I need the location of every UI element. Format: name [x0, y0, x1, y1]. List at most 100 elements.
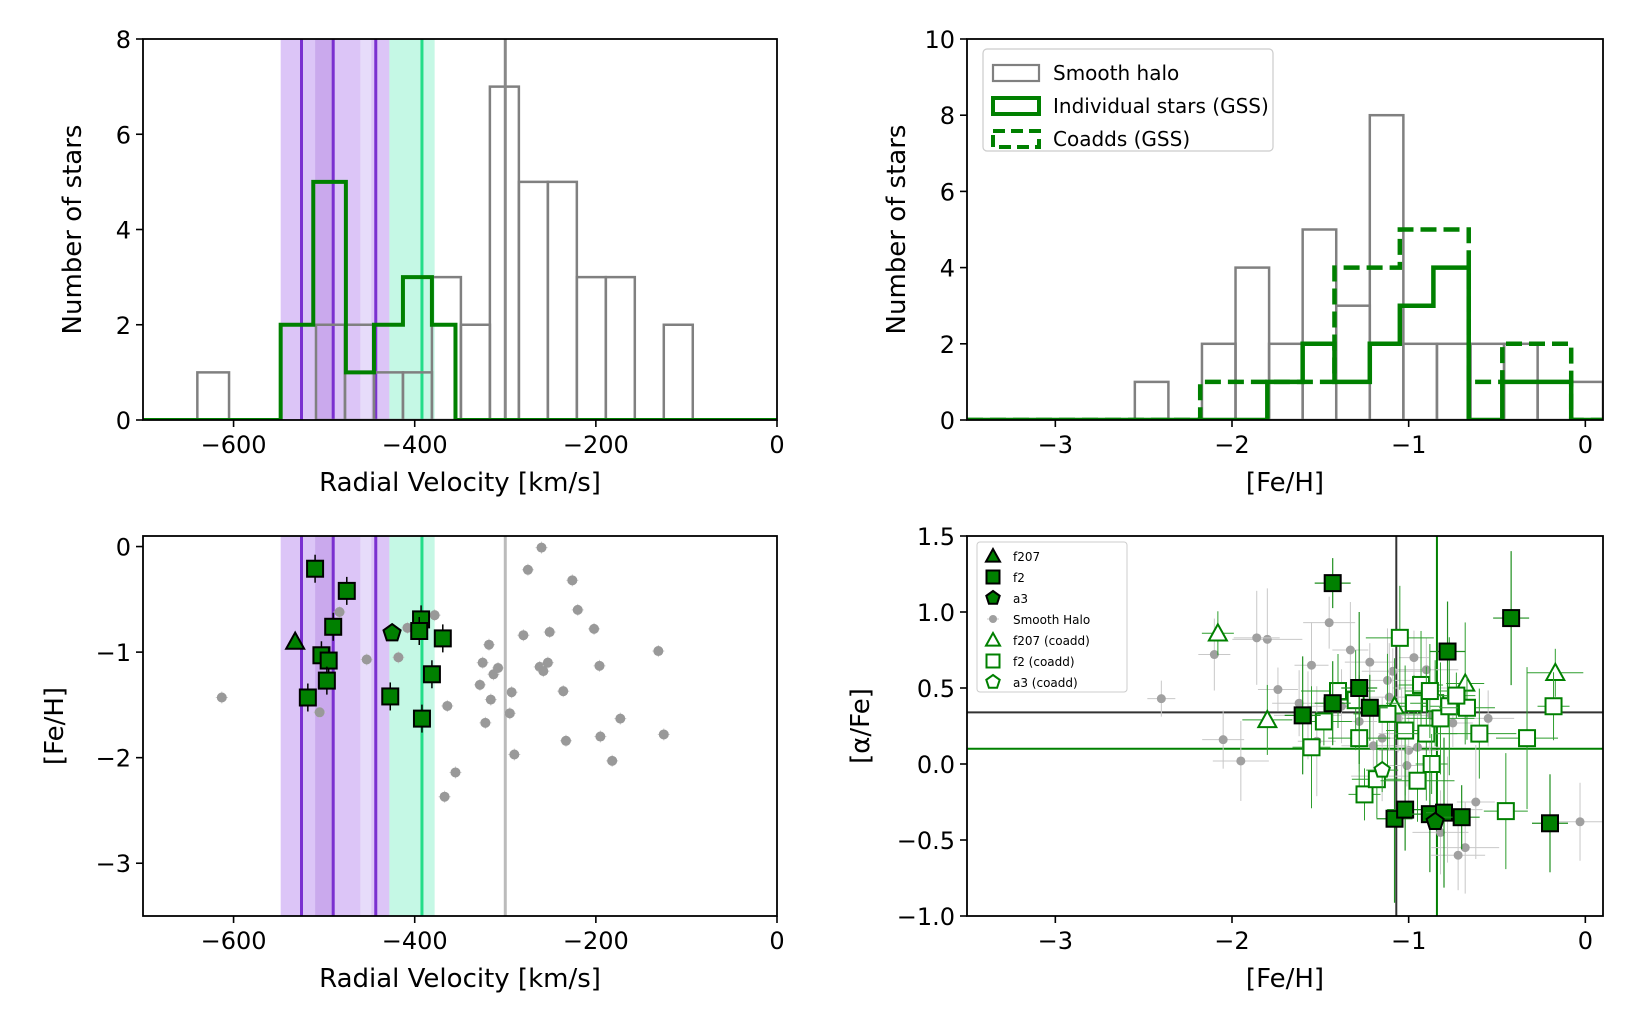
alpha-halo-point	[1209, 650, 1219, 660]
alpha-f2-point	[1323, 694, 1342, 713]
feh-hist-ytick-label: 0	[940, 407, 955, 435]
feh-hist-xtick-label: 0	[1578, 431, 1593, 459]
feh-hist-ytick-label: 8	[940, 102, 955, 130]
feh-hist-legend-box	[982, 48, 1274, 152]
alpha-halo-point	[1435, 827, 1445, 837]
alpha-f2-coadd-point	[1408, 771, 1427, 790]
rv-feh-ytick-label: 0	[116, 534, 131, 562]
rv-feh-halo-point	[522, 564, 533, 575]
rv-feh-halo-point	[560, 735, 571, 746]
alpha-f207-coadd-point	[1256, 708, 1279, 729]
rv-feh-halo-point	[653, 646, 664, 657]
alpha-halo-point	[1218, 735, 1228, 745]
alpha-ytick-label: −1.0	[897, 903, 955, 931]
feh-hist-legend-label: Coadds (GSS)	[1053, 127, 1190, 151]
rv-feh-gss-square	[306, 559, 325, 578]
alpha-halo-point	[1345, 645, 1355, 655]
feh-hist-ytick-label: 6	[940, 178, 955, 206]
rv-hist-halo-bar	[517, 180, 550, 420]
alpha-a3-coadd-point	[1373, 760, 1391, 778]
alpha-f2-point	[1438, 642, 1457, 661]
alpha-ylabel: [α/Fe]	[846, 688, 876, 764]
rv-feh-halo-point	[393, 652, 404, 663]
feh-hist-legend: Smooth halo Individual stars (GSS) Coadds …	[982, 48, 1274, 152]
alpha-halo-point	[1262, 634, 1272, 644]
rv-hist-band	[315, 39, 334, 420]
alpha-halo-point	[1460, 843, 1470, 853]
alpha-halo-point	[1236, 756, 1246, 766]
feh-hist-ytick-label: 2	[940, 331, 955, 359]
alpha-f2-coadd-point	[1390, 628, 1409, 647]
rv-hist-xtick-label: −200	[563, 431, 629, 459]
alpha-points	[967, 536, 1603, 916]
rv-hist-halo-bar	[546, 180, 579, 420]
rv-hist-ytick-label: 2	[116, 312, 131, 340]
feh-alpha-scatter-panel: −3 −2 −1 0 −1.0 −0.5 0.0 0.5 1.0 1.5 [Fe/H] [α/Fe] f…	[846, 523, 1604, 994]
rv-hist-xtick-label: −600	[201, 431, 267, 459]
rv-feh-halo-point	[607, 755, 618, 766]
rv-hist-ytick-label: 4	[116, 217, 131, 245]
alpha-f2-coadd-point	[1470, 724, 1489, 743]
rv-feh-halo-point	[361, 654, 372, 665]
rv-hist-halo-bar	[196, 371, 231, 420]
rv-feh-halo-point	[558, 686, 569, 697]
alpha-halo-point	[1273, 685, 1283, 695]
alpha-halo-point	[1471, 797, 1481, 807]
alpha-legend-a3-coadd-marker	[985, 673, 1001, 689]
alpha-a3-point	[1425, 811, 1445, 830]
rv-feh-halo-point	[485, 694, 496, 705]
alpha-legend-f2-coadd-marker	[985, 653, 1001, 669]
alpha-halo-point	[1448, 718, 1458, 728]
rv-feh-gss-square	[298, 688, 317, 707]
alpha-f2-coadd-point	[1420, 682, 1439, 701]
alpha-f2-coadd-point	[1355, 785, 1374, 804]
rv-hist-band	[360, 39, 372, 420]
rv-feh-gss-square	[410, 622, 429, 640]
rv-feh-halo-point	[589, 623, 600, 634]
feh-hist-coadd-step	[967, 227, 1603, 420]
alpha-halo-point	[1402, 761, 1412, 771]
rv-hist-series	[143, 39, 777, 420]
rv-feh-xtick-label: 0	[769, 927, 784, 955]
alpha-f2-coadd-point	[1422, 755, 1441, 773]
alpha-f2-point	[1502, 609, 1521, 628]
feh-hist-xlabel: [Fe/H]	[1246, 468, 1324, 498]
alpha-f2-point	[1360, 698, 1379, 717]
rv-hist-ytick-label: 6	[116, 121, 131, 149]
alpha-ytick-label: 1.0	[917, 599, 955, 627]
alpha-halo-point	[1307, 660, 1316, 670]
feh-hist-halo-bar	[1234, 266, 1271, 420]
feh-hist-legend-swatch	[991, 63, 1041, 83]
rv-hist-band	[280, 39, 316, 420]
rv-feh-halo-point	[615, 713, 626, 724]
rv-feh-ytick-label: −1	[96, 639, 131, 667]
alpha-legend-label: f207	[1013, 550, 1040, 564]
alpha-f207-coadd-point	[1544, 661, 1566, 681]
rv-hist-ytick-label: 0	[116, 407, 131, 435]
feh-hist-legend-label: Smooth halo	[1053, 61, 1179, 85]
rv-feh-halo-point	[567, 575, 578, 586]
feh-hist-legend-label: Individual stars (GSS)	[1053, 94, 1269, 118]
alpha-ytick-label: 1.5	[917, 523, 955, 551]
alpha-legend-halo-marker	[989, 615, 997, 623]
rv-hist-gss-step	[143, 179, 777, 420]
rv-feh-halo-point	[439, 791, 450, 802]
feh-hist-legend-swatch	[991, 129, 1041, 149]
alpha-legend-label: Smooth Halo	[1013, 613, 1090, 627]
alpha-halo-point	[1294, 698, 1304, 708]
rv-hist-ylabel: Number of stars	[58, 125, 88, 335]
rv-feh-halo-point	[658, 729, 669, 740]
feh-hist-xtick-label: −3	[1038, 431, 1073, 459]
rv-hist-band	[389, 39, 435, 420]
alpha-legend-label: a3 (coadd)	[1013, 676, 1078, 690]
rv-feh-halo-point	[216, 692, 227, 703]
feh-hist-halo-bar	[1569, 380, 1603, 420]
feh-hist-halo-bar	[1402, 342, 1439, 420]
rv-hist-frame	[142, 38, 778, 421]
alpha-halo-point	[1252, 633, 1262, 643]
rv-feh-halo-point	[518, 630, 529, 641]
feh-hist-halo-bar	[1536, 380, 1573, 420]
rv-feh-halo-point	[480, 717, 491, 728]
feh-hist-frame	[966, 38, 1604, 421]
